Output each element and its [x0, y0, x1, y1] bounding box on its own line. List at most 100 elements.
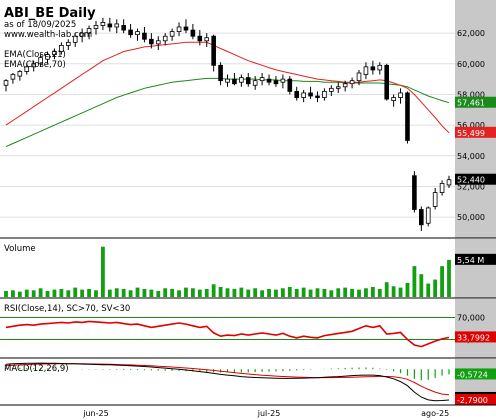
candle-body: [363, 66, 369, 75]
candle: [79, 28, 85, 43]
legend-ema21: EMA(Close,21): [4, 50, 66, 60]
candle: [169, 28, 175, 41]
candle: [114, 19, 120, 34]
ema21-path: [5, 41, 450, 134]
candle-body: [370, 66, 376, 71]
candle-body: [294, 91, 300, 98]
volume-bar: [447, 259, 451, 297]
volume-title: Volume: [4, 244, 36, 254]
candle: [315, 91, 320, 103]
candle: [280, 74, 286, 89]
close-last-label: 52,440: [455, 173, 496, 185]
candle-body: [419, 209, 424, 226]
candle: [419, 206, 424, 231]
rsi-last-label: 33,7992: [455, 331, 496, 343]
volume-bar: [218, 286, 223, 297]
candle: [356, 69, 362, 86]
ema21-last-label: 55,499: [455, 126, 496, 138]
volume-last-label-text: 5,54 M: [457, 256, 484, 265]
ema70-last-label-bg: [455, 96, 496, 108]
x-axis: jun-25 jul-25 ago-25: [82, 409, 449, 418]
volume-bar: [419, 274, 424, 297]
macd-signal-last-label-bg: [455, 394, 496, 405]
volume-bar: [377, 288, 382, 297]
candle-body: [162, 35, 168, 42]
candle-body: [114, 23, 120, 28]
volume-bar: [211, 284, 216, 297]
volume-bar: [267, 288, 271, 297]
volume-bar: [197, 289, 202, 297]
candle-body: [65, 41, 71, 46]
candle: [245, 73, 251, 87]
candle-body: [391, 97, 396, 101]
macd-path: [5, 362, 450, 402]
candle: [10, 73, 16, 84]
candle: [370, 60, 376, 75]
macd-hist-last-label: -0,5724: [455, 368, 496, 380]
candle: [259, 73, 265, 86]
volume-bar: [274, 289, 278, 297]
candle: [322, 88, 327, 101]
candle-body: [52, 51, 57, 55]
volume-bar: [128, 290, 133, 297]
candle-body: [79, 32, 85, 37]
candle: [38, 54, 43, 67]
candle-body: [432, 192, 438, 207]
volume-bar: [142, 288, 147, 297]
candle-body: [176, 26, 182, 32]
candle: [446, 175, 452, 188]
volume-bar: [163, 288, 168, 297]
candle-body: [197, 35, 203, 42]
volume-bar: [177, 290, 181, 297]
x-tick-label: ago-25: [421, 409, 449, 418]
candle: [31, 60, 36, 72]
volume-bar: [204, 288, 209, 297]
candle-body: [72, 35, 78, 43]
volume-bar: [370, 286, 375, 297]
candle: [377, 62, 383, 75]
candle: [86, 25, 92, 40]
volume-bar: [11, 290, 15, 297]
price-grid: [0, 32, 455, 218]
macd-title: MACD(12,26,9): [4, 364, 69, 374]
volume-bar: [440, 266, 444, 297]
volume-bar: [121, 288, 126, 297]
volume-bar: [24, 289, 29, 297]
x-tick-label: jun-25: [82, 409, 108, 418]
website-label: www.wealth-lab.com: [4, 30, 92, 40]
candle: [107, 17, 113, 32]
candle: [273, 76, 279, 87]
macd-hist-last-label-text: -0,5724: [457, 370, 488, 379]
candle: [232, 73, 237, 86]
candle: [335, 82, 341, 93]
candle: [190, 23, 196, 40]
volume-bar: [412, 266, 417, 297]
volume-bar: [73, 287, 78, 297]
volume-bar: [329, 290, 334, 297]
macd-lines: [5, 362, 450, 402]
candle-body: [93, 25, 99, 29]
candle-body: [335, 86, 341, 89]
volume-bars: [4, 246, 451, 297]
candle: [439, 180, 445, 196]
candle: [183, 19, 189, 34]
candle-body: [384, 64, 390, 100]
rsi-last-label-bg: [455, 331, 496, 343]
price-y-axis: 62,000 60,000 58,000 56,000 54,000 52,000 50,0…: [457, 29, 485, 222]
rsi-axis-bg: [455, 299, 496, 358]
volume-bar: [280, 288, 285, 297]
candle: [266, 74, 272, 86]
candle: [287, 76, 293, 95]
candle-body: [128, 29, 133, 36]
volume-bar: [135, 287, 140, 297]
volume-bar: [391, 286, 396, 297]
macd-hist-last-label-bg: [455, 368, 496, 380]
candle-body: [398, 92, 403, 98]
candle: [149, 33, 154, 49]
candle-body: [446, 179, 452, 186]
price-tick-label: 56,000: [457, 121, 485, 130]
volume-last-label: 5,54 M: [455, 253, 496, 265]
candle-body: [45, 54, 50, 60]
macd-signal-last-label-text: -2,7900: [457, 396, 488, 405]
